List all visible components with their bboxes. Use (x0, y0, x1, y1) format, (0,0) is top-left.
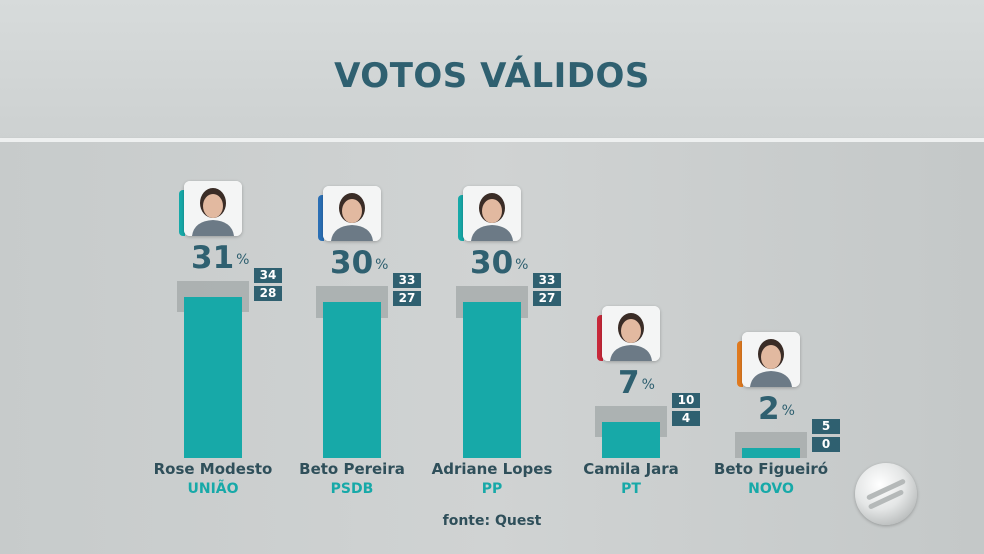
chart-area: 34 28 31% Rose Modesto UNIÃO 33 27 30% Beto Pere… (0, 142, 984, 554)
lower-bound-label: 27 (393, 291, 421, 307)
candidate-name: Adriane Lopes (431, 460, 553, 478)
percent-sign: % (236, 252, 250, 269)
candidate-party: PSDB (330, 481, 374, 497)
photo-accent-stripe (458, 195, 464, 242)
candidate-name: Beto Figueiró (713, 460, 829, 478)
percentage-label: 30% (330, 248, 388, 279)
percentage-value: 31 (191, 240, 235, 277)
candidate-photo (602, 306, 660, 361)
percentage-label: 7% (618, 368, 655, 399)
upper-bound-label: 10 (672, 393, 700, 408)
candidate-party: PT (621, 481, 641, 497)
source-label: fonte: Quest (442, 513, 542, 529)
candidate-photo (184, 181, 242, 237)
chart-title: VOTOS VÁLIDOS (334, 56, 650, 96)
value-bar (184, 296, 242, 458)
broadcaster-logo-icon (855, 463, 917, 525)
upper-bound-label: 34 (254, 268, 282, 284)
percentage-label: 2% (758, 394, 795, 425)
candidate-party: NOVO (748, 481, 794, 497)
value-bar (323, 302, 381, 458)
percentage-value: 2 (758, 391, 780, 427)
portrait-icon (323, 186, 381, 242)
value-bar (463, 302, 521, 458)
percentage-label: 30% (470, 248, 528, 279)
percentage-value: 30 (330, 245, 374, 282)
portrait-icon (602, 306, 660, 361)
lower-bound-label: 0 (812, 437, 840, 452)
photo-accent-stripe (179, 190, 185, 237)
percent-sign: % (641, 377, 655, 393)
upper-bound-label: 5 (812, 419, 840, 434)
candidate-party: PP (481, 481, 503, 497)
percentage-label: 31% (191, 243, 249, 274)
photo-accent-stripe (597, 315, 603, 361)
candidate-party: UNIÃO (187, 481, 239, 497)
candidate-photo (742, 332, 800, 387)
portrait-icon (463, 186, 521, 242)
percent-sign: % (515, 257, 529, 274)
portrait-icon (742, 332, 800, 387)
value-bar (602, 421, 660, 458)
lower-bound-label: 28 (254, 286, 282, 302)
candidate-name: Camila Jara (583, 460, 679, 478)
candidate-name: Rose Modesto (153, 460, 273, 478)
header-divider (0, 138, 984, 142)
upper-bound-label: 33 (393, 273, 421, 289)
portrait-icon (184, 181, 242, 237)
percentage-value: 7 (618, 365, 640, 401)
header-band (0, 0, 984, 140)
upper-bound-label: 33 (533, 273, 561, 289)
value-bar (742, 447, 800, 458)
percent-sign: % (781, 403, 795, 419)
photo-accent-stripe (318, 195, 324, 242)
candidate-name: Beto Pereira (299, 460, 405, 478)
lower-bound-label: 4 (672, 411, 700, 426)
percent-sign: % (375, 257, 389, 274)
percentage-value: 30 (470, 245, 514, 282)
lower-bound-label: 27 (533, 291, 561, 307)
candidate-photo (463, 186, 521, 242)
candidate-photo (323, 186, 381, 242)
photo-accent-stripe (737, 341, 743, 387)
